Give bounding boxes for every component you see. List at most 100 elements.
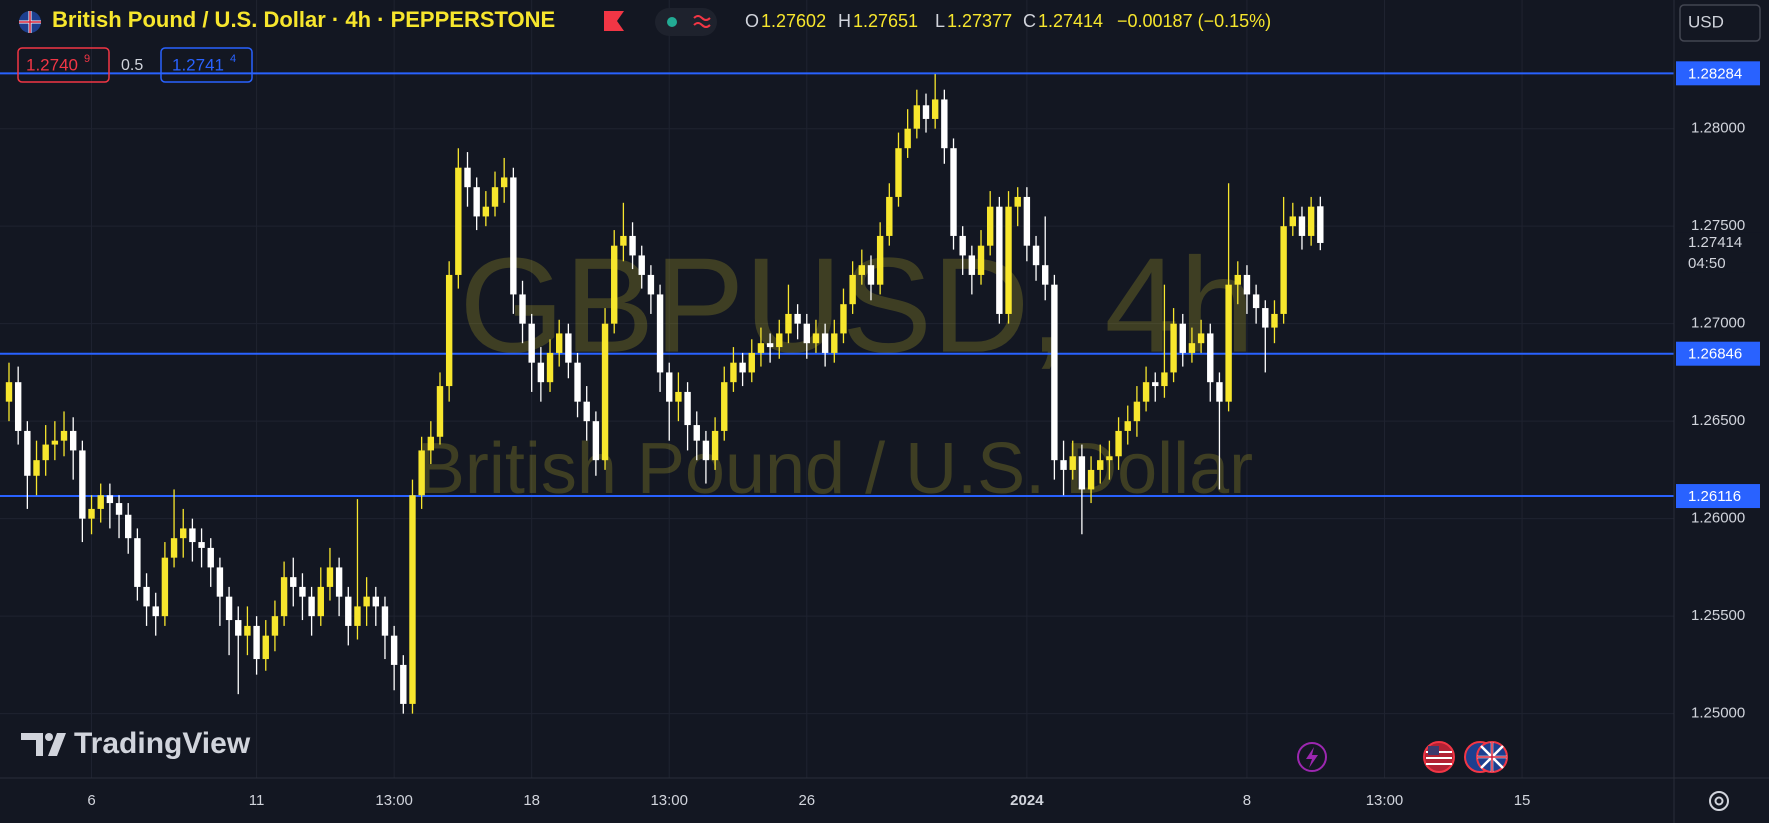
candle-body bbox=[812, 333, 820, 344]
axes: 1.25000 1.25500 1.26000 1.26500 1.27000 1.275… bbox=[87, 61, 1764, 809]
ask-box[interactable] bbox=[160, 47, 253, 83]
candle-body bbox=[1179, 323, 1186, 353]
x-tick-label: 8 bbox=[1243, 792, 1251, 809]
settings[interactable] bbox=[1709, 791, 1729, 811]
candle-body bbox=[170, 538, 178, 558]
ohlc-value: 1.27602 bbox=[761, 11, 826, 31]
x-tick-label: 6 bbox=[87, 792, 95, 809]
candle-body bbox=[60, 430, 68, 441]
candle-body bbox=[510, 177, 517, 295]
watermark-symbol: GBPUSD, 4h bbox=[459, 230, 1254, 381]
price-change: −0.00187 (−0.15%) bbox=[1117, 11, 1271, 31]
candle-body bbox=[125, 514, 132, 539]
candle-body bbox=[684, 391, 691, 426]
candle-body bbox=[308, 596, 315, 617]
ohlc-key: L bbox=[935, 11, 945, 31]
candle-body bbox=[1078, 456, 1086, 490]
candle-body bbox=[886, 196, 893, 236]
candle-body bbox=[1014, 196, 1021, 207]
currency-label[interactable]: USD bbox=[1688, 12, 1724, 31]
branding: TradingView bbox=[21, 727, 251, 760]
candle-body bbox=[1051, 284, 1058, 461]
candle-body bbox=[794, 313, 801, 324]
settings-gear[interactable] bbox=[1709, 791, 1729, 811]
candle-body bbox=[840, 304, 847, 334]
candle-body bbox=[574, 362, 581, 402]
candle-body bbox=[253, 625, 260, 660]
candle-body bbox=[1252, 294, 1260, 309]
market-open-dot bbox=[667, 17, 677, 27]
candle-body bbox=[941, 99, 948, 149]
candle-body bbox=[537, 362, 545, 383]
candle-body bbox=[730, 362, 737, 383]
y-tick-label: 1.27000 bbox=[1691, 315, 1745, 332]
tv-logo-text: TradingView bbox=[74, 727, 251, 760]
x-tick-label: 18 bbox=[523, 792, 540, 809]
hline-label-box bbox=[1676, 484, 1760, 509]
bid-price-fraction[interactable]: 9 bbox=[84, 53, 90, 65]
candle-body bbox=[996, 206, 1003, 314]
candle-body bbox=[1225, 284, 1232, 402]
candle-body bbox=[262, 635, 269, 660]
last-price-box bbox=[1676, 232, 1764, 273]
y-tick-label: 1.25000 bbox=[1691, 705, 1745, 722]
ohlc-key: O bbox=[745, 11, 759, 31]
candle-body bbox=[1280, 226, 1287, 314]
candle-body bbox=[1161, 372, 1168, 387]
candle-body bbox=[299, 586, 306, 597]
bid-box[interactable] bbox=[17, 47, 110, 83]
candle-body bbox=[106, 495, 114, 504]
y-tick-label: 1.25500 bbox=[1691, 607, 1745, 624]
flag-icon[interactable] bbox=[604, 11, 624, 31]
candle-body bbox=[381, 606, 389, 636]
candle-body bbox=[326, 567, 334, 587]
candle-body bbox=[161, 557, 169, 617]
ask-price-fraction[interactable]: 4 bbox=[230, 53, 236, 65]
ohlc-key: H bbox=[838, 11, 851, 31]
candle-body bbox=[1271, 313, 1278, 328]
x-tick-label: 13:00 bbox=[1366, 792, 1404, 809]
candle-body bbox=[317, 586, 324, 617]
bid-price[interactable]: 1.2740 bbox=[26, 55, 78, 74]
candle-body bbox=[180, 528, 187, 539]
currency-select[interactable] bbox=[1679, 4, 1761, 42]
candle-body bbox=[33, 460, 40, 476]
candle-body bbox=[519, 294, 526, 324]
candle-body bbox=[1069, 456, 1076, 470]
horizontal-lines bbox=[0, 72, 1674, 498]
candle-body bbox=[556, 333, 563, 353]
hline-label: 1.28284 bbox=[1688, 65, 1742, 82]
status-pill[interactable] bbox=[655, 8, 717, 36]
candle-body bbox=[1060, 460, 1067, 470]
candle-body bbox=[1142, 382, 1150, 402]
settings-gear-center bbox=[1714, 796, 1724, 806]
candle-body bbox=[473, 187, 480, 217]
candles bbox=[5, 74, 1324, 714]
y-tick-label: 1.27500 bbox=[1691, 217, 1745, 234]
candle-body bbox=[1032, 245, 1040, 266]
candle-body bbox=[152, 606, 159, 617]
symbol-title[interactable]: British Pound / U.S. Dollar · 4h · PEPPE… bbox=[52, 7, 555, 32]
candle-body bbox=[79, 450, 86, 519]
candle-body bbox=[693, 425, 700, 441]
x-tick-label: 13:00 bbox=[650, 792, 688, 809]
candle-body bbox=[1097, 460, 1104, 470]
candle-body bbox=[1197, 333, 1205, 344]
candle-body bbox=[1207, 333, 1214, 383]
candle-body bbox=[1298, 216, 1306, 236]
countdown-label: 04:50 bbox=[1688, 255, 1726, 272]
tv-logo-dot bbox=[45, 733, 53, 741]
ohlc-legend: O 1.27602 H 1.27651 L 1.27377 C 1.27414 bbox=[745, 11, 1103, 31]
candle-body bbox=[528, 323, 535, 363]
candle-body bbox=[143, 586, 150, 607]
grid bbox=[0, 0, 1674, 778]
candle-body bbox=[500, 177, 508, 188]
candle-body bbox=[904, 128, 911, 149]
ask-price[interactable]: 1.2741 bbox=[172, 55, 224, 74]
uk-flag-cross bbox=[1477, 742, 1507, 772]
candle-body bbox=[5, 382, 13, 402]
y-tick-label: 1.28000 bbox=[1691, 120, 1745, 137]
candle-body bbox=[1124, 421, 1131, 431]
candle-body bbox=[766, 343, 774, 348]
